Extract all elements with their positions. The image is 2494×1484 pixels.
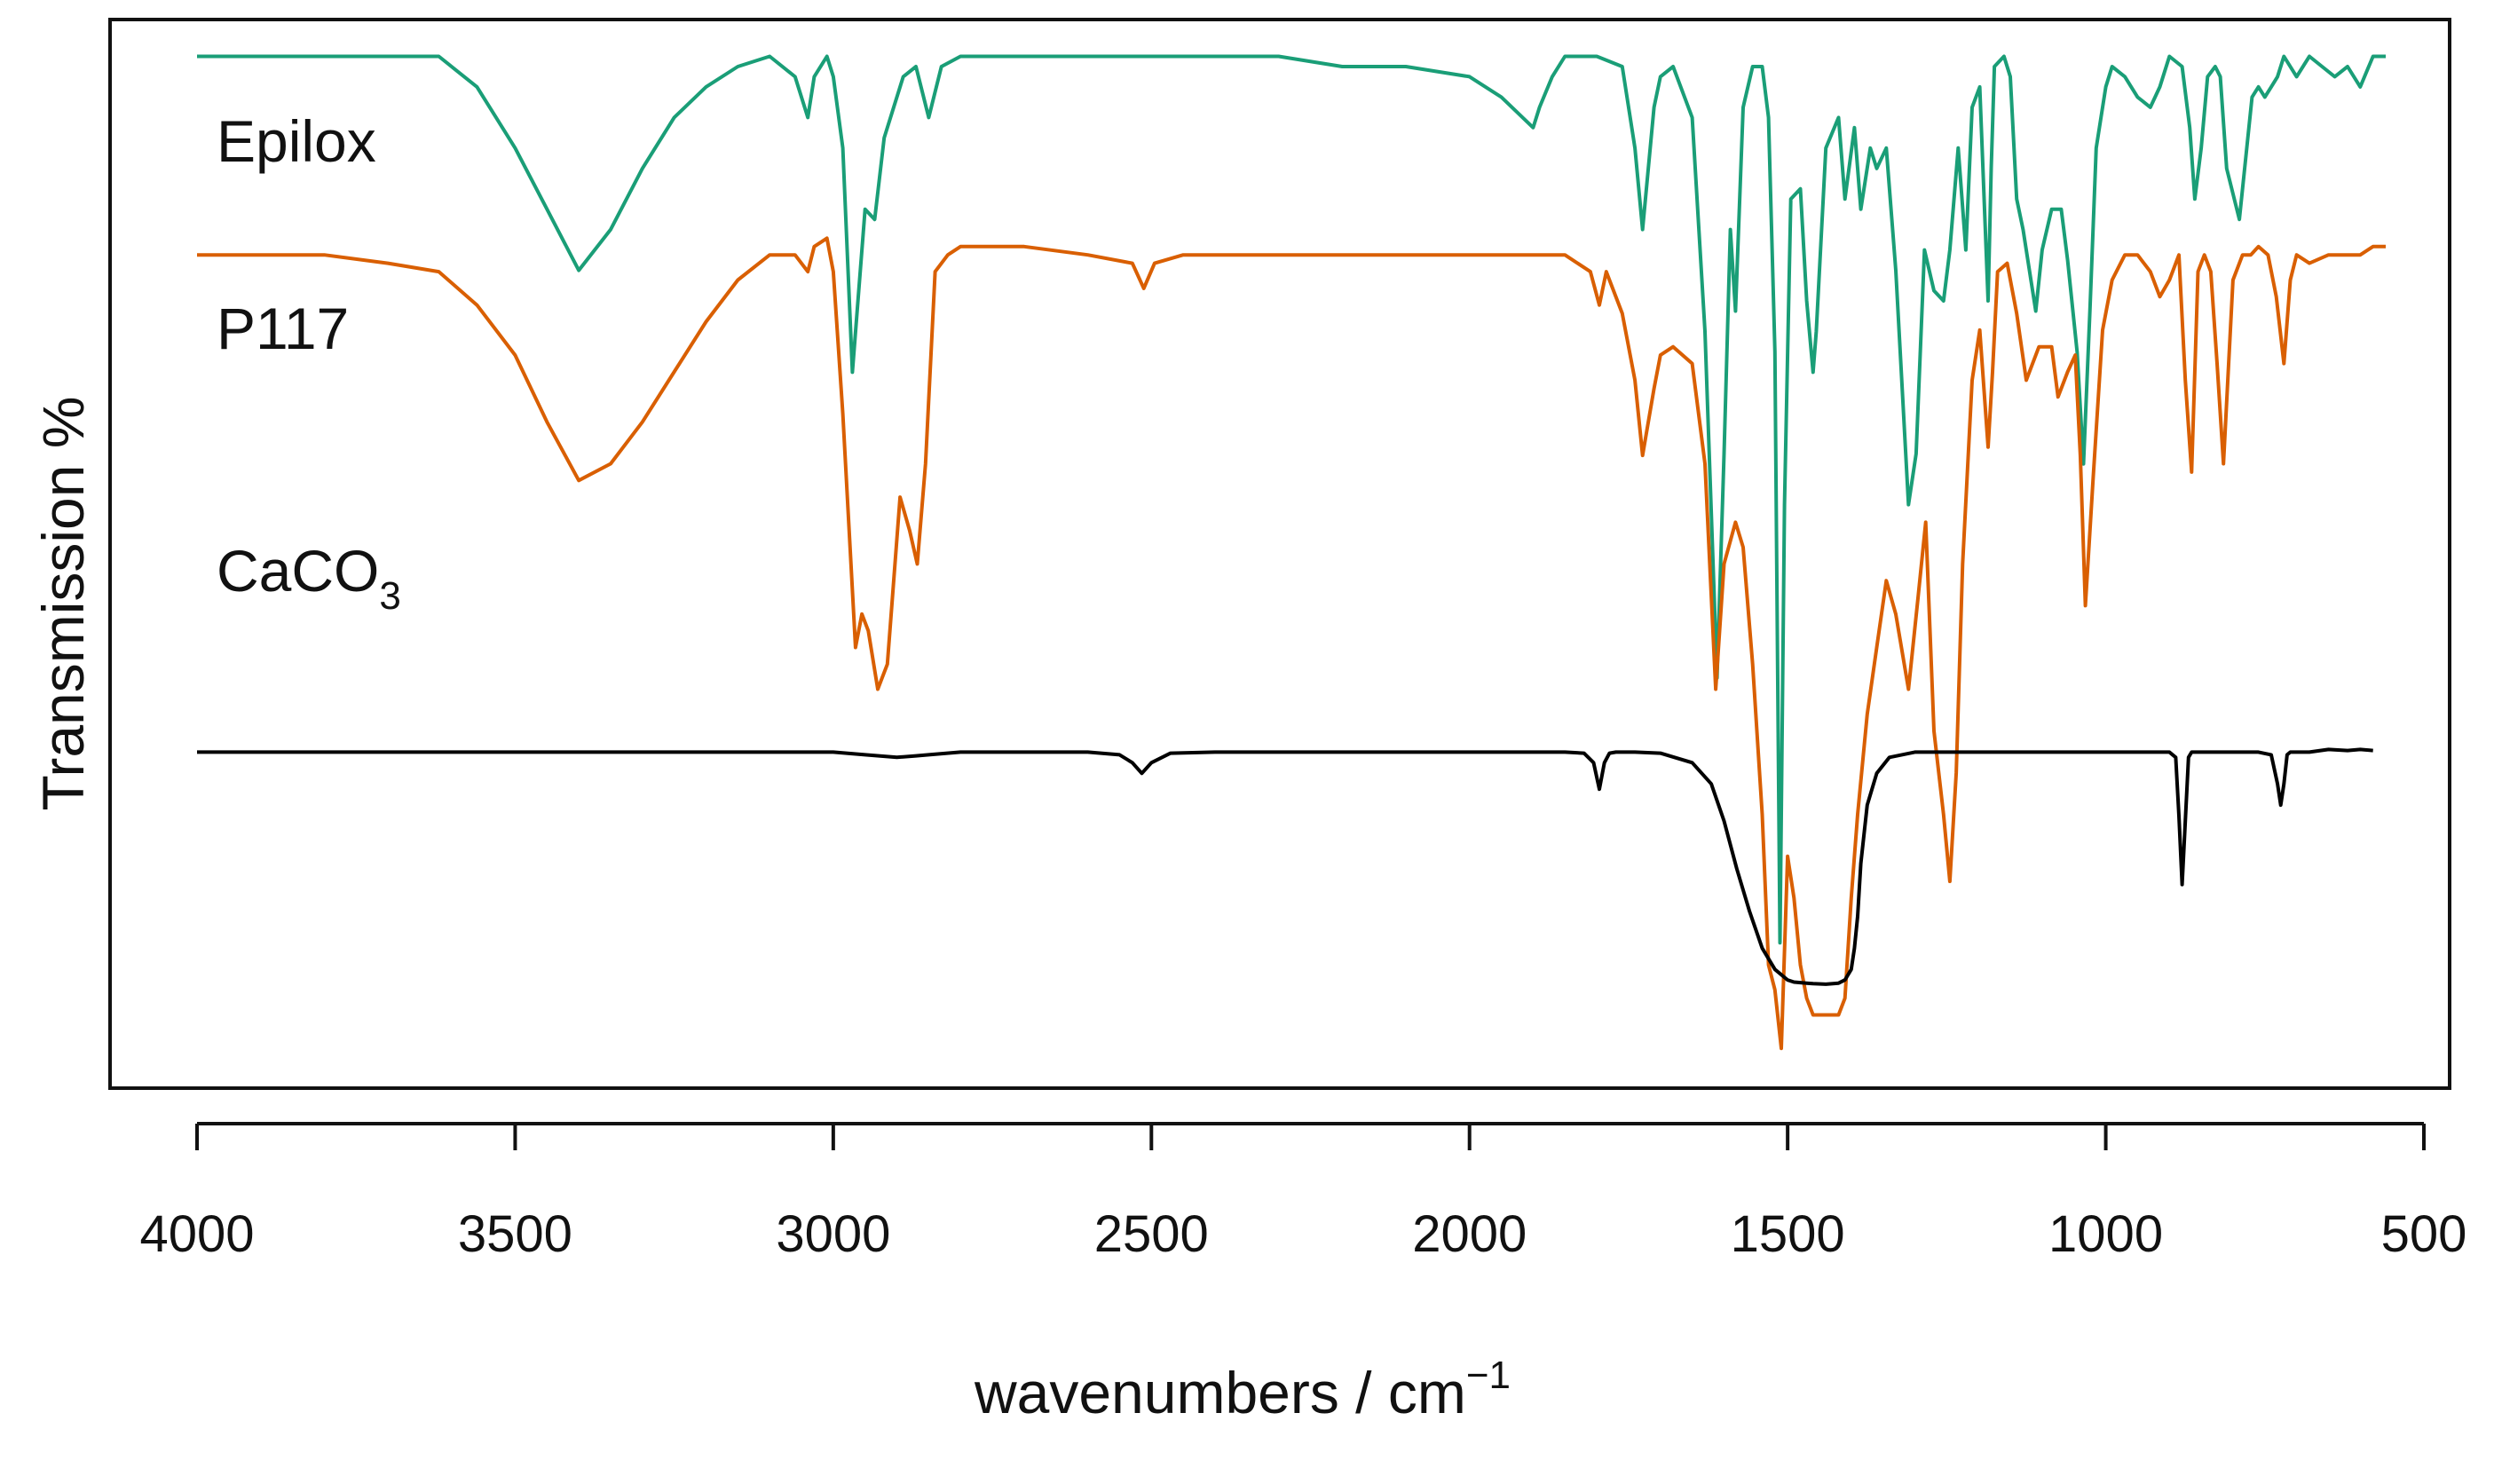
series-layer xyxy=(197,54,2386,1051)
x-tick-label: 4000 xyxy=(139,1205,254,1263)
y-axis-title: Transmission % xyxy=(30,397,96,811)
series-label-text: CaCO xyxy=(217,538,379,604)
plot-frame xyxy=(108,18,2451,1090)
series-label-text: P117 xyxy=(217,296,349,361)
x-tick-label: 1000 xyxy=(2048,1205,2163,1263)
x-tick-label: 1500 xyxy=(1731,1205,1845,1263)
x-axis-title: wavenumbers / cm−1 xyxy=(974,1354,1511,1425)
x-tick-label: 500 xyxy=(2381,1205,2467,1263)
series-line-p117 xyxy=(197,236,2386,1051)
x-axis-title-exponent: −1 xyxy=(1466,1354,1511,1397)
x-axis: 4000 3500 3000 2500 2000 1500 1000 500 xyxy=(139,1122,2467,1263)
series-labels: Epilox P117 CaCO3 xyxy=(217,108,401,618)
series-label-subscript: 3 xyxy=(379,574,400,618)
x-tick-label: 3500 xyxy=(458,1205,572,1263)
series-label-caco3: CaCO3 xyxy=(217,538,401,618)
series-label-p117: P117 xyxy=(217,296,349,361)
series-label-epilox: Epilox xyxy=(217,108,376,174)
x-tick-label: 2500 xyxy=(1094,1205,1209,1263)
series-label-text: Epilox xyxy=(217,108,376,174)
x-tick-label: 3000 xyxy=(776,1205,890,1263)
x-axis-title-main: wavenumbers / cm xyxy=(974,1360,1466,1425)
series-line-epilox xyxy=(197,54,2386,945)
series-line-caco3 xyxy=(197,747,2373,986)
x-tick-label: 2000 xyxy=(1412,1205,1527,1263)
